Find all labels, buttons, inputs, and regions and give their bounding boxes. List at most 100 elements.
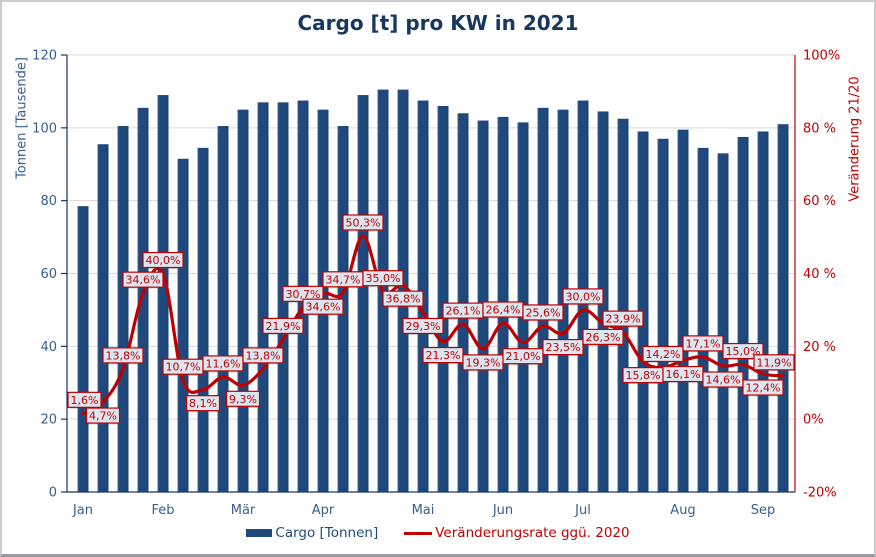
data-label: 19,3% [462,354,505,372]
month-label: Mär [231,503,256,518]
bar [717,153,729,492]
axis-tick-label-right: 100% [803,49,840,64]
data-label-text: 14,6% [706,373,741,386]
data-label-box [142,251,184,269]
data-label-text: 40,0% [146,254,181,267]
data-label-box [562,288,604,305]
bar [357,95,369,492]
data-label-text: 11,9% [757,356,792,369]
data-label-text: 13,8% [106,349,141,362]
axis-tick-label-left: 60 [40,267,57,282]
legend-label-rate: Veränderungsrate ggü. 2020 [435,525,630,541]
data-label-box [542,338,584,356]
data-label-text: 21,0% [506,350,541,363]
bar [617,118,629,493]
data-label-text: 12,4% [746,382,781,395]
data-label-text: 35,0% [366,272,401,285]
data-label-box [302,298,344,315]
axis-tick-label-right: 40 % [803,267,836,282]
data-label-box [67,391,102,408]
data-label-text: 30,7% [286,288,321,301]
data-label: 21,9% [262,317,305,335]
data-label: 10,7% [162,358,205,376]
bar [117,126,129,492]
data-label-text: 1,6% [71,394,99,407]
data-label-text: 23,9% [606,313,641,326]
data-label-text: 50,3% [346,216,381,229]
legend-item-rate: Veränderungsrate ggü. 2020 [404,525,630,541]
data-label-box [362,270,404,287]
data-label-text: 25,6% [526,306,561,319]
data-label-text: 14,2% [646,348,681,361]
axis-tick-label-left: 120 [32,49,57,64]
axis-tick-label-right: 0% [803,413,824,428]
line-swatch-icon [404,531,433,535]
data-label-box [102,347,144,364]
data-label: 21,0% [502,348,545,366]
data-label-box [342,214,384,231]
data-label-text: 34,7% [326,273,361,286]
data-label: 14,6% [702,371,745,389]
axis-tick-label-left: 40 [40,340,57,355]
bar [777,124,789,493]
bar [537,107,549,492]
data-label-text: 11,6% [206,357,241,370]
month-label: Mai [412,503,435,518]
data-label: 34,7% [322,271,365,289]
month-label: Jan [72,503,93,518]
axis-tick-label-right: 80 % [803,121,836,136]
legend-label-cargo: Cargo [Tonnen] [275,525,379,541]
data-label-box [522,304,564,321]
data-label: 12,4% [742,379,785,397]
data-label-text: 19,3% [466,356,501,369]
data-label: 4,7% [85,407,121,425]
data-label-text: 26,1% [446,305,481,318]
bar [237,109,249,492]
data-label: 16,1% [662,365,705,384]
data-label: 14,2% [642,345,685,363]
month-label: Feb [151,503,174,518]
data-label: 23,5% [542,338,585,357]
data-label: 11,6% [202,355,245,373]
bar [97,144,109,493]
data-label-text: 15,8% [626,369,661,382]
bar [157,95,169,492]
axis-tick-label-right: -20% [803,486,837,501]
data-label-box [402,317,444,335]
data-label: 34,6% [302,298,345,316]
month-label: Jul [574,503,591,518]
axis-tick-label-right: 60 % [803,194,836,209]
data-label-box [185,395,221,412]
axis-tick-label-left: 80 [40,194,57,209]
data-label: 13,8% [102,347,145,365]
data-label-box [382,290,424,307]
bar [437,105,449,492]
data-label-box [225,390,261,407]
data-label-box [722,342,764,360]
data-label-box [582,328,624,345]
data-label-text: 23,5% [546,341,581,354]
data-label: 26,1% [442,302,485,320]
data-label-box [502,348,544,365]
data-label-box [262,317,304,335]
data-label: 8,1% [185,395,221,413]
data-label-text: 9,3% [229,393,257,406]
month-label: Aug [670,503,695,518]
axis-tick-label-right: 20 % [803,340,836,355]
data-label: 40,0% [142,251,185,269]
data-label: 13,8% [242,347,285,365]
data-label-text: 10,7% [166,361,201,374]
data-label: 25,6% [522,304,565,322]
bar [137,107,149,492]
bar [757,131,769,492]
bar [257,102,269,492]
data-label-box [242,347,284,364]
bar [697,147,709,493]
data-label-text: 21,9% [266,320,301,333]
data-label: 34,6% [122,271,165,289]
data-label-box [85,407,121,424]
data-label-text: 16,1% [666,368,701,381]
data-label-text: 8,1% [189,397,217,410]
bar [737,136,749,492]
